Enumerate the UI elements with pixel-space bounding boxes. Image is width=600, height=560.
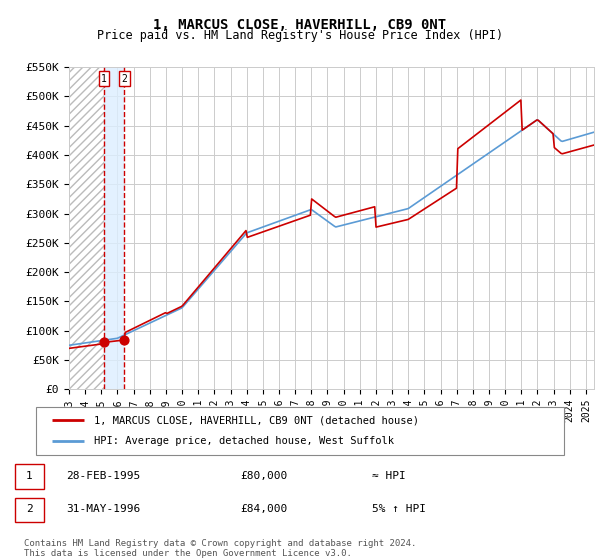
Text: £80,000: £80,000 [240,471,287,481]
Text: Price paid vs. HM Land Registry's House Price Index (HPI): Price paid vs. HM Land Registry's House … [97,29,503,42]
Bar [69,67,104,389]
Text: 28-FEB-1995: 28-FEB-1995 [66,471,140,481]
Text: 5% ↑ HPI: 5% ↑ HPI [372,504,426,514]
Text: ≈ HPI: ≈ HPI [372,471,406,481]
FancyBboxPatch shape [15,464,44,489]
Text: £84,000: £84,000 [240,504,287,514]
Text: 1: 1 [101,74,107,84]
Text: 2: 2 [121,74,127,84]
Text: HPI: Average price, detached house, West Suffolk: HPI: Average price, detached house, West… [94,436,394,446]
Text: 2: 2 [26,504,33,514]
FancyBboxPatch shape [36,407,564,455]
FancyBboxPatch shape [15,498,44,522]
Text: 1, MARCUS CLOSE, HAVERHILL, CB9 0NT: 1, MARCUS CLOSE, HAVERHILL, CB9 0NT [154,18,446,32]
Point [99,338,109,347]
Point [119,335,129,344]
Bar [104,67,124,389]
Text: 1: 1 [26,471,33,481]
Text: 31-MAY-1996: 31-MAY-1996 [66,504,140,514]
Text: 1, MARCUS CLOSE, HAVERHILL, CB9 0NT (detached house): 1, MARCUS CLOSE, HAVERHILL, CB9 0NT (det… [94,416,419,426]
Text: Contains HM Land Registry data © Crown copyright and database right 2024.
This d: Contains HM Land Registry data © Crown c… [24,539,416,558]
